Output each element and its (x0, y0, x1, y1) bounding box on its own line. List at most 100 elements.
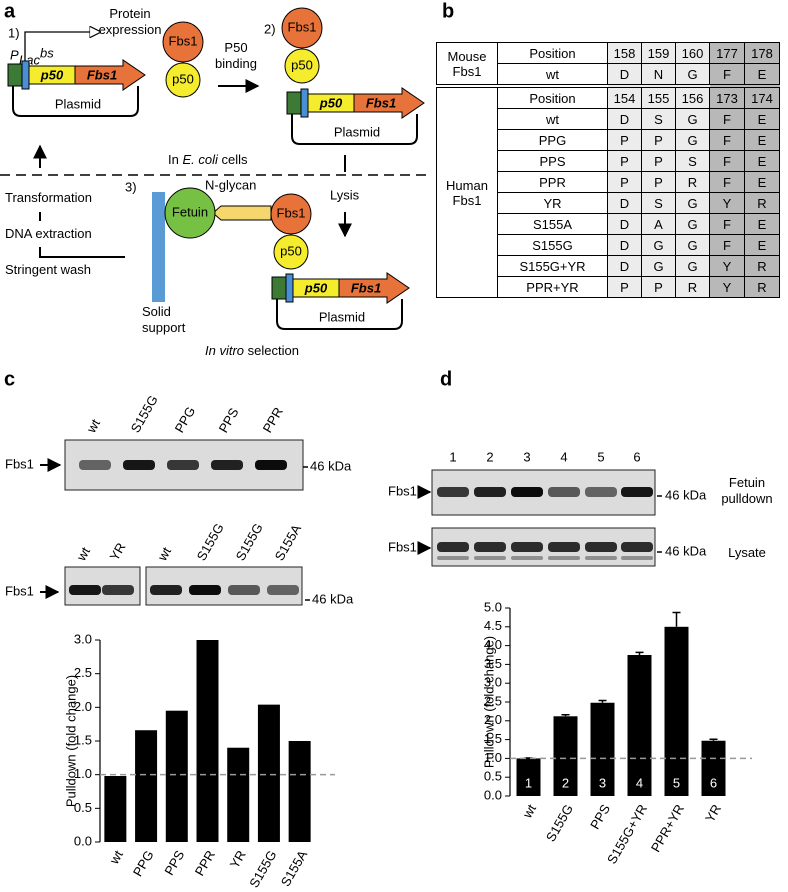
residue-cell: P (641, 276, 676, 298)
lane-label: S155G (233, 521, 266, 564)
residue-cell: F (709, 108, 745, 130)
gene-label: p50 (304, 280, 328, 295)
group-cell: Mouse Fbs1 (436, 42, 498, 87)
y-tick-label: 1.0 (484, 750, 502, 765)
bar-number: 2 (562, 775, 569, 790)
residue-cell: D (607, 63, 642, 87)
residue-cell: 158 (607, 42, 642, 64)
residue-cell: 174 (744, 84, 780, 109)
bar-number: 6 (710, 775, 717, 790)
gel (431, 469, 656, 516)
partner (165, 62, 201, 98)
protein-label: Fbs1 (288, 19, 317, 34)
gene-label: Fbs1 (87, 67, 117, 82)
bar (627, 655, 652, 796)
table-row: PPR+YR P P R Y R (437, 276, 780, 298)
lane-label: 3 (523, 449, 530, 464)
bar (135, 730, 158, 842)
plasmid-label: Plasmid (334, 124, 380, 139)
y-tick-label: 3.0 (484, 675, 502, 690)
residue-cell: E (744, 129, 780, 151)
residue-cell: P (607, 129, 642, 151)
expression-arrow (24, 32, 100, 62)
gene-label: Fbs1 (351, 280, 381, 295)
table-row: S155A D A G F E (437, 213, 780, 235)
lane-label: 2 (486, 449, 493, 464)
residue-cell: E (744, 234, 780, 256)
step-number: 1) (8, 25, 20, 40)
residue-cell: F (709, 171, 745, 193)
x-tick-label: wt (519, 801, 539, 821)
x-tick-label: S155G (543, 802, 576, 845)
promoter-label: P (10, 47, 19, 62)
gel-band (79, 460, 111, 470)
residue-cell: 177 (709, 42, 745, 64)
gel-band (621, 542, 653, 552)
row-label: wt (497, 108, 608, 130)
protein-label: Fbs1 (277, 205, 306, 220)
gel-band (150, 585, 182, 595)
mutation-table: Mouse Fbs1 Position 158 159 160 177 178 wt D N G F E… (436, 42, 780, 298)
plasmid: p50 Fbs1 Plasmid (271, 272, 410, 330)
compartment-label: In E. coli cells (168, 152, 248, 168)
bar (288, 741, 311, 842)
y-tick-label: 1.0 (74, 766, 92, 781)
bar (701, 740, 726, 796)
x-tick-label: PPR+YR (648, 802, 687, 855)
residue-cell: E (744, 150, 780, 172)
bar (516, 758, 541, 796)
residue-cell: G (675, 234, 710, 256)
residue-cell: E (744, 171, 780, 193)
y-tick-label: 2.5 (484, 693, 502, 708)
residue-cell: P (641, 150, 676, 172)
y-tick-label: 0.0 (484, 787, 502, 802)
gel-band (585, 487, 617, 497)
plasmid: p50 Fbs1 Plasmid (7, 59, 146, 117)
gel-band (123, 460, 155, 470)
y-tick-label: 5.0 (484, 599, 502, 614)
bar-number: 1 (525, 775, 532, 790)
bar (104, 776, 127, 842)
bar (553, 716, 578, 796)
text: cells (221, 152, 248, 167)
gene-label: p50 (40, 67, 64, 82)
y-tick-label: 0.5 (74, 800, 92, 815)
gel-band (511, 487, 543, 497)
y-axis-label: Pulldown (fold change) (63, 675, 78, 807)
gel-band (189, 585, 221, 595)
x-tick-label: PPS (161, 847, 187, 877)
residue-cell: D (607, 213, 642, 235)
table-row: PPS P P S F E (437, 150, 780, 172)
step-label: DNA extraction (5, 226, 92, 241)
partner (284, 48, 320, 84)
lane-label: YR (107, 540, 129, 563)
residue-cell: P (641, 129, 676, 151)
partner-label: p50 (291, 57, 313, 72)
row-label: YR (497, 192, 608, 214)
y-axis-label: Pulldown (fold change) (481, 636, 496, 768)
table-row: PPG P P G F E (437, 129, 780, 151)
error-bar (598, 699, 607, 703)
gel-band (548, 487, 580, 497)
table-row: Mouse Fbs1 Position 158 159 160 177 178 (436, 42, 780, 87)
residue-cell: G (641, 255, 676, 277)
y-tick-label: 2.0 (484, 712, 502, 727)
table-row: S155G D G G F E (437, 234, 780, 256)
residue-cell: Y (709, 255, 745, 277)
residue-cell: 173 (709, 84, 745, 109)
x-tick-label: wt (106, 847, 126, 867)
y-tick-label: 3.0 (74, 631, 92, 646)
marker-label: 46 kDa (310, 458, 352, 473)
gel-band (474, 556, 506, 560)
step-number: 3) (125, 179, 137, 194)
residue-cell: R (675, 171, 710, 193)
residue-cell: F (709, 129, 745, 151)
table-row: wt D S G F E (437, 108, 780, 130)
residue-cell: 178 (744, 42, 780, 64)
fetuin (164, 187, 216, 239)
site-label: bs (40, 45, 54, 60)
lane-label: S155G (128, 393, 161, 436)
x-tick-label: PPG (130, 848, 157, 879)
band-label: Fbs1 (5, 583, 34, 598)
